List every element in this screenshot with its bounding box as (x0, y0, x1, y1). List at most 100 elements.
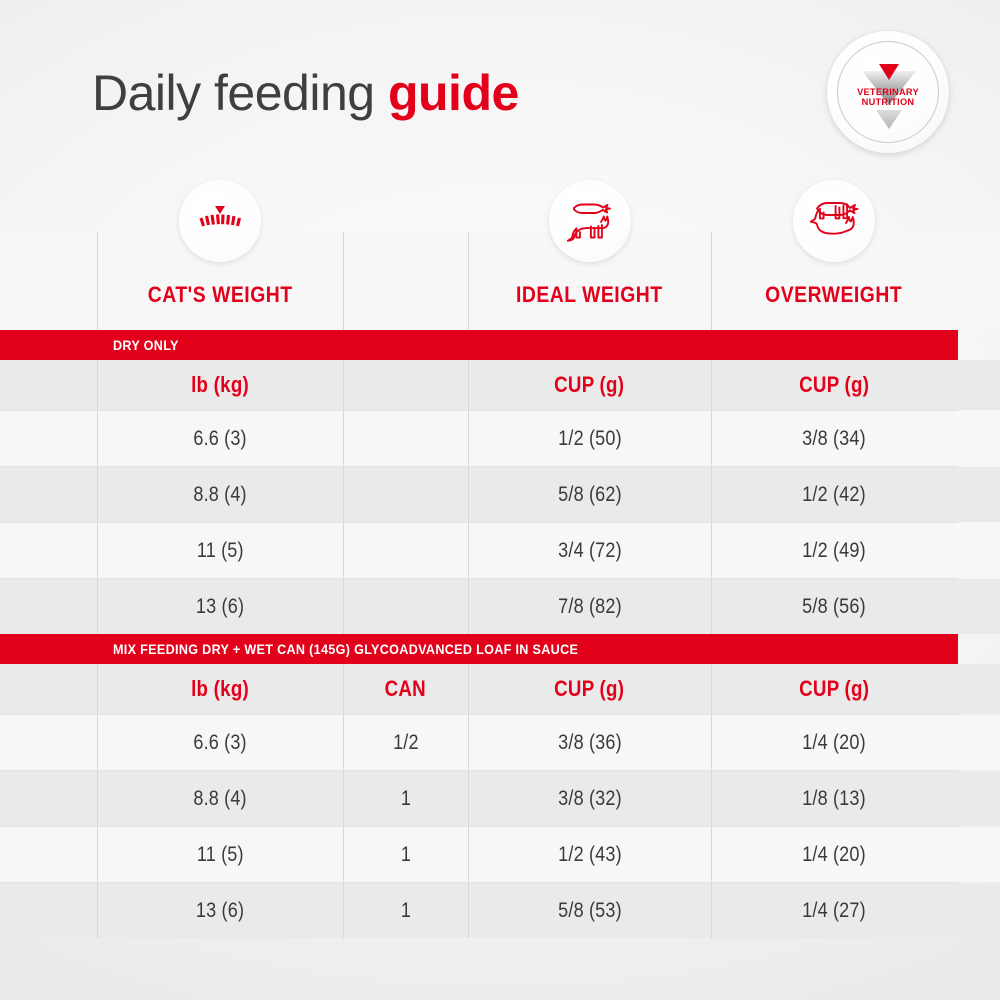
cell-can: 1/2 (343, 715, 468, 770)
column-header-ideal: IDEAL WEIGHT (468, 180, 711, 330)
unit-row-mix-feeding: lb (kg) CAN CUP (g) CUP (g) (0, 664, 1000, 714)
cell-overweight: 1/4 (20) (711, 827, 957, 882)
cell-value: 6.6 (3) (193, 426, 247, 450)
cell-value: 13 (6) (195, 898, 245, 922)
cell-value: 5/8 (53) (557, 898, 622, 922)
section-bar-mix-feeding: MIX FEEDING DRY + WET CAN (145G) GLYCOAD… (0, 634, 958, 664)
row-gutter (0, 827, 97, 882)
cell-overweight: 1/8 (13) (711, 771, 957, 826)
cell-weight: 8.8 (4) (97, 467, 343, 522)
unit-ideal-label: CUP (g) (554, 676, 625, 701)
cell-can: 1 (343, 771, 468, 826)
row-gutter (0, 771, 97, 826)
row-gutter (0, 467, 97, 522)
cell-ideal: 3/4 (72) (468, 523, 711, 578)
row-right-gutter (957, 411, 1000, 466)
unit-cell-overweight: CUP (g) (711, 360, 957, 410)
cell-value: 3/4 (72) (557, 538, 622, 562)
cell-can (343, 523, 468, 578)
cell-value: 1/4 (27) (802, 898, 866, 922)
unit-weight-label: lb (kg) (191, 676, 249, 701)
cell-overweight: 1/4 (27) (711, 883, 957, 938)
cell-overweight: 1/2 (42) (711, 467, 957, 522)
unit-overweight-label: CUP (g) (798, 676, 869, 701)
unit-overweight-label: CUP (g) (798, 372, 869, 397)
row-right-gutter (957, 467, 1000, 522)
table-row: 11 (5) 3/4 (72) 1/2 (49) (0, 523, 1000, 578)
cell-value: 1/4 (20) (802, 730, 866, 754)
unit-cell-ideal: CUP (g) (468, 360, 711, 410)
ideal-cat-icon (548, 180, 631, 262)
row-divider (0, 770, 958, 771)
logo-text-line2: NUTRITION (861, 97, 915, 108)
cell-value: 8.8 (4) (193, 786, 247, 810)
row-divider (0, 826, 958, 827)
cell-ideal: 7/8 (82) (468, 579, 711, 634)
unit-cell-weight: lb (kg) (97, 360, 343, 410)
column-header-weight: CAT'S WEIGHT (97, 180, 343, 330)
row-right-gutter (957, 579, 1000, 634)
column-header-weight-label: CAT'S WEIGHT (147, 282, 293, 307)
cell-value: 1/2 (42) (802, 482, 866, 506)
cell-value: 1/2 (50) (557, 426, 622, 450)
cell-value: 13 (6) (195, 594, 245, 618)
cell-overweight: 1/4 (20) (711, 715, 957, 770)
section-bar-dry-only: DRY ONLY (0, 330, 958, 360)
column-header-ideal-label: IDEAL WEIGHT (516, 282, 663, 307)
logo-ring: VETERINARY NUTRITION (837, 41, 939, 143)
table-row: 6.6 (3) 1/2 3/8 (36) 1/4 (20) (0, 715, 1000, 770)
cell-overweight: 3/8 (34) (711, 411, 957, 466)
unit-right-gutter (957, 360, 1000, 410)
cell-value: 3/8 (34) (802, 426, 866, 450)
cell-value: 5/8 (56) (802, 594, 866, 618)
unit-cell-can (343, 360, 468, 410)
cell-can (343, 411, 468, 466)
cell-value: 1 (400, 786, 411, 810)
row-divider (0, 410, 958, 411)
cell-value: 3/8 (32) (557, 786, 622, 810)
table-row: 13 (6) 7/8 (82) 5/8 (56) (0, 579, 1000, 634)
cell-value: 8.8 (4) (193, 482, 247, 506)
cell-value: 1 (400, 898, 411, 922)
cell-value: 1/2 (49) (802, 538, 866, 562)
cell-weight: 13 (6) (97, 883, 343, 938)
cell-overweight: 1/2 (49) (711, 523, 957, 578)
unit-row-dry-only: lb (kg) CUP (g) CUP (g) (0, 360, 1000, 410)
page-title-accent: guide (387, 65, 519, 121)
row-divider (0, 714, 958, 715)
cell-value: 1/2 (43) (557, 842, 622, 866)
unit-gutter (0, 664, 97, 714)
cell-value: 7/8 (82) (557, 594, 622, 618)
unit-cell-can: CAN (343, 664, 468, 714)
row-divider (0, 882, 958, 883)
cell-can: 1 (343, 883, 468, 938)
cell-weight: 13 (6) (97, 579, 343, 634)
cell-weight: 11 (5) (97, 523, 343, 578)
cell-ideal: 3/8 (32) (468, 771, 711, 826)
unit-cell-overweight: CUP (g) (711, 664, 957, 714)
cell-ideal: 3/8 (36) (468, 715, 711, 770)
row-right-gutter (957, 883, 1000, 938)
cell-value: 1/2 (392, 730, 419, 754)
row-gutter (0, 523, 97, 578)
cell-can (343, 467, 468, 522)
table-row: 8.8 (4) 5/8 (62) 1/2 (42) (0, 467, 1000, 522)
unit-can-label: CAN (384, 676, 427, 701)
cell-value: 1/4 (20) (802, 842, 866, 866)
row-gutter (0, 579, 97, 634)
row-right-gutter (957, 827, 1000, 882)
row-right-gutter (957, 715, 1000, 770)
cell-weight: 6.6 (3) (97, 411, 343, 466)
column-header-overweight: OVERWEIGHT (711, 180, 957, 330)
column-header-can (343, 232, 468, 330)
row-gutter (0, 715, 97, 770)
unit-ideal-label: CUP (g) (554, 372, 625, 397)
cell-ideal: 1/2 (50) (468, 411, 711, 466)
row-right-gutter (957, 523, 1000, 578)
section-bar-dry-only-label: DRY ONLY (113, 337, 179, 353)
cell-ideal: 5/8 (62) (468, 467, 711, 522)
cell-value: 11 (5) (196, 538, 244, 562)
weight-scale-icon (179, 180, 261, 262)
section-bar-mix-feeding-label: MIX FEEDING DRY + WET CAN (145G) GLYCOAD… (113, 641, 579, 657)
cell-can: 1 (343, 827, 468, 882)
